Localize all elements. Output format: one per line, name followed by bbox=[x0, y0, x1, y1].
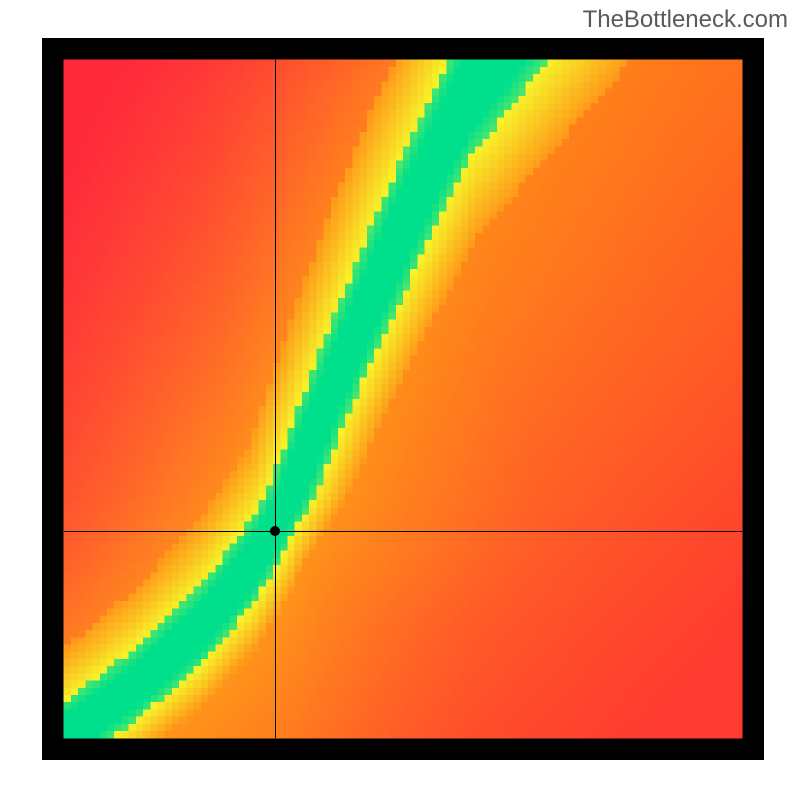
watermark-text: TheBottleneck.com bbox=[583, 6, 788, 34]
crosshair-horizontal bbox=[64, 531, 743, 532]
crosshair-vertical bbox=[275, 60, 276, 739]
chart-container: TheBottleneck.com bbox=[0, 0, 800, 800]
crosshair-marker bbox=[270, 526, 280, 536]
heatmap-canvas bbox=[42, 38, 764, 760]
plot-area bbox=[42, 38, 764, 760]
